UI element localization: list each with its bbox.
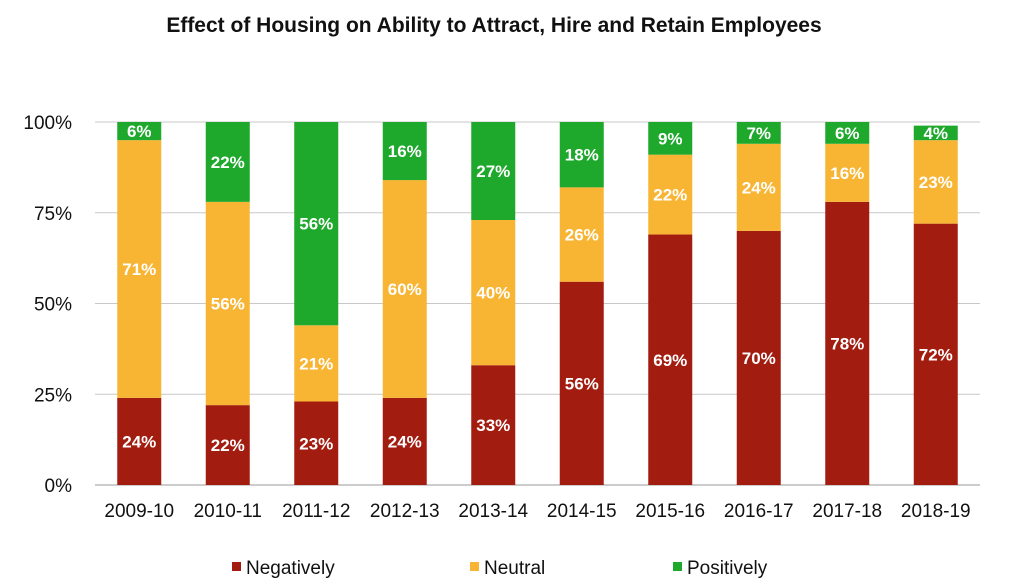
y-tick-label: 75%: [34, 204, 72, 225]
x-tick-label: 2010-11: [194, 501, 262, 522]
x-tick-label: 2011-12: [282, 501, 350, 522]
data-label: 56%: [211, 295, 245, 314]
data-label: 24%: [388, 432, 422, 451]
bar-segment-neutral: [648, 154, 693, 235]
bar-segment-neutral: [382, 180, 427, 398]
bar-segment-positively: [294, 122, 339, 326]
y-tick-label: 50%: [34, 295, 72, 316]
data-label: 60%: [388, 280, 422, 299]
data-label: 27%: [476, 162, 510, 181]
x-tick-label: 2016-17: [724, 501, 794, 522]
bar-segment-neutral: [559, 187, 604, 282]
x-axis-ticks: 2009-10 2010-11 2011-12 2012-13 2013-14 2014-…: [104, 501, 970, 522]
y-tick-label: 0%: [45, 476, 73, 497]
data-label: 69%: [653, 351, 687, 370]
legend-label: Positively: [687, 558, 768, 579]
data-label: 16%: [388, 142, 422, 161]
bar-segment-negatively: [205, 405, 250, 485]
chart-title: Effect of Housing on Ability to Attract,…: [166, 14, 822, 37]
x-tick-label: 2015-16: [635, 501, 705, 522]
bar-segment-neutral: [294, 325, 339, 402]
data-label: 22%: [211, 153, 245, 172]
data-label: 22%: [211, 436, 245, 455]
x-tick-label: 2009-10: [104, 501, 174, 522]
bar-segment-positively: [382, 122, 427, 181]
legend-label: Negatively: [246, 558, 335, 579]
data-label: 22%: [653, 186, 687, 205]
bar-segment-positively: [559, 122, 604, 188]
y-tick-label: 25%: [34, 385, 72, 406]
x-tick-label: 2014-15: [547, 501, 617, 522]
bar-segment-negatively: [913, 223, 958, 485]
x-tick-label: 2012-13: [370, 501, 440, 522]
bar-segment-neutral: [205, 201, 250, 406]
data-label: 16%: [830, 164, 864, 183]
data-label: 9%: [658, 129, 683, 148]
bar-segment-positively: [205, 122, 250, 202]
data-label: 6%: [835, 124, 860, 143]
bar-segment-negatively: [382, 397, 427, 485]
data-label: 70%: [742, 349, 776, 368]
x-tick-label: 2018-19: [901, 501, 971, 522]
bar-segment-positively: [471, 122, 516, 221]
data-label: 71%: [122, 260, 156, 279]
bar-segment-negatively: [648, 234, 693, 485]
data-label: 24%: [742, 178, 776, 197]
y-tick-label: 100%: [23, 113, 72, 134]
bar-segment-neutral: [117, 140, 162, 398]
data-label: 72%: [919, 345, 953, 364]
legend-swatch-neutral: [470, 562, 479, 571]
bar-segment-neutral: [736, 143, 781, 231]
bar-segment-negatively: [736, 230, 781, 485]
bar-segment-negatively: [471, 365, 516, 485]
data-label: 24%: [122, 432, 156, 451]
bar-segment-positively: [825, 122, 870, 144]
legend: Negatively Neutral Positively: [232, 558, 768, 579]
bar-segment-negatively: [825, 201, 870, 486]
data-label: 33%: [476, 416, 510, 435]
bars: [117, 122, 958, 486]
bar-segment-positively: [648, 122, 693, 155]
data-label: 21%: [299, 354, 333, 373]
data-label: 40%: [476, 284, 510, 303]
data-label: 4%: [923, 124, 948, 143]
bar-segment-negatively: [117, 397, 162, 485]
bar-segment-positively: [117, 122, 162, 141]
data-label: 56%: [299, 215, 333, 234]
x-tick-label: 2017-18: [812, 501, 882, 522]
data-label: 56%: [565, 374, 599, 393]
bar-segment-negatively: [294, 401, 339, 485]
data-label: 23%: [299, 434, 333, 453]
bar-segment-positively: [913, 125, 958, 141]
bar-segment-negatively: [559, 281, 604, 485]
data-label: 18%: [565, 146, 599, 165]
legend-swatch-negatively: [232, 562, 241, 571]
data-label: 7%: [746, 124, 771, 143]
data-label: 23%: [919, 173, 953, 192]
y-axis-ticks: 0% 25% 50% 75% 100%: [23, 113, 72, 497]
legend-label: Neutral: [484, 558, 545, 579]
bar-segment-neutral: [825, 143, 870, 202]
legend-swatch-positively: [673, 562, 682, 571]
data-label: 6%: [127, 122, 152, 141]
x-tick-label: 2013-14: [458, 501, 528, 522]
data-label: 26%: [565, 226, 599, 245]
bar-segment-positively: [736, 122, 781, 144]
data-labels: 24% 71% 6% 22% 56% 22% 23% 21% 56% 24% 60% 16% 33% 40…: [122, 122, 953, 455]
data-label: 78%: [830, 334, 864, 353]
bar-segment-neutral: [471, 220, 516, 366]
bar-segment-neutral: [913, 140, 958, 224]
